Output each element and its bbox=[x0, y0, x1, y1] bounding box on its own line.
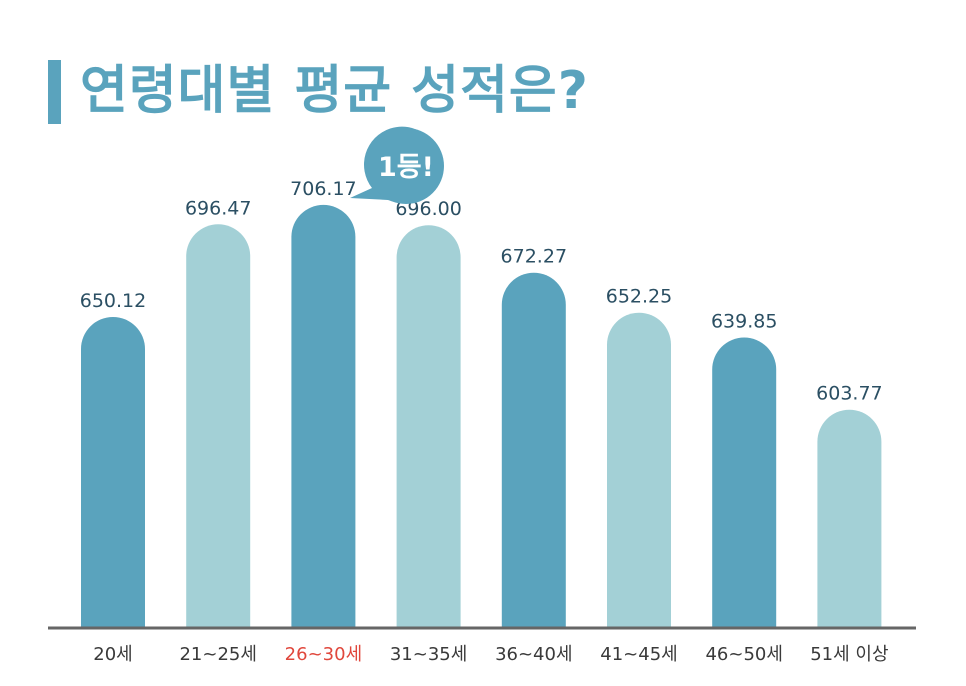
value-label-8: 603.77 bbox=[816, 383, 882, 405]
bar-3 bbox=[291, 204, 356, 627]
chart-title: 연령대별 평균 성적은? bbox=[80, 61, 589, 121]
bar-5 bbox=[501, 272, 566, 627]
x-label-1: 20세 bbox=[93, 644, 132, 665]
bar-1 bbox=[81, 317, 145, 627]
badge-text: 1등! bbox=[378, 152, 434, 183]
bar-6 bbox=[607, 312, 671, 627]
rank-badge: 1등! bbox=[350, 126, 444, 204]
value-label-7: 639.85 bbox=[711, 311, 777, 333]
x-label-2: 21~25세 bbox=[179, 644, 256, 665]
badge-circle bbox=[368, 128, 444, 204]
value-label-4: 696.00 bbox=[395, 198, 461, 220]
x-label-4: 31~35세 bbox=[390, 644, 467, 665]
x-label-8: 51세 이상 bbox=[810, 644, 888, 665]
x-label-5: 36~40세 bbox=[495, 644, 572, 665]
bar-8 bbox=[817, 409, 882, 627]
bar-4 bbox=[396, 225, 461, 627]
x-label-3: 26~30세 bbox=[285, 644, 362, 665]
value-label-2: 696.47 bbox=[185, 197, 251, 219]
title-accent-bar bbox=[48, 60, 61, 124]
x-labels-group: 20세 21~25세 26~30세 31~35세 36~40세 41~45세 46~50세 5… bbox=[93, 644, 888, 665]
bar-7 bbox=[712, 337, 777, 627]
bar-2 bbox=[186, 224, 251, 627]
value-label-3: 706.17 bbox=[290, 178, 356, 200]
value-label-1: 650.12 bbox=[80, 290, 146, 312]
x-label-6: 41~45세 bbox=[600, 644, 677, 665]
value-label-6: 652.25 bbox=[606, 286, 672, 308]
value-label-5: 672.27 bbox=[501, 246, 567, 268]
bars-group bbox=[81, 204, 882, 627]
x-label-7: 46~50세 bbox=[705, 644, 782, 665]
value-labels-group: 650.12 696.47 706.17 696.00 672.27 652.25 639.… bbox=[80, 178, 883, 405]
